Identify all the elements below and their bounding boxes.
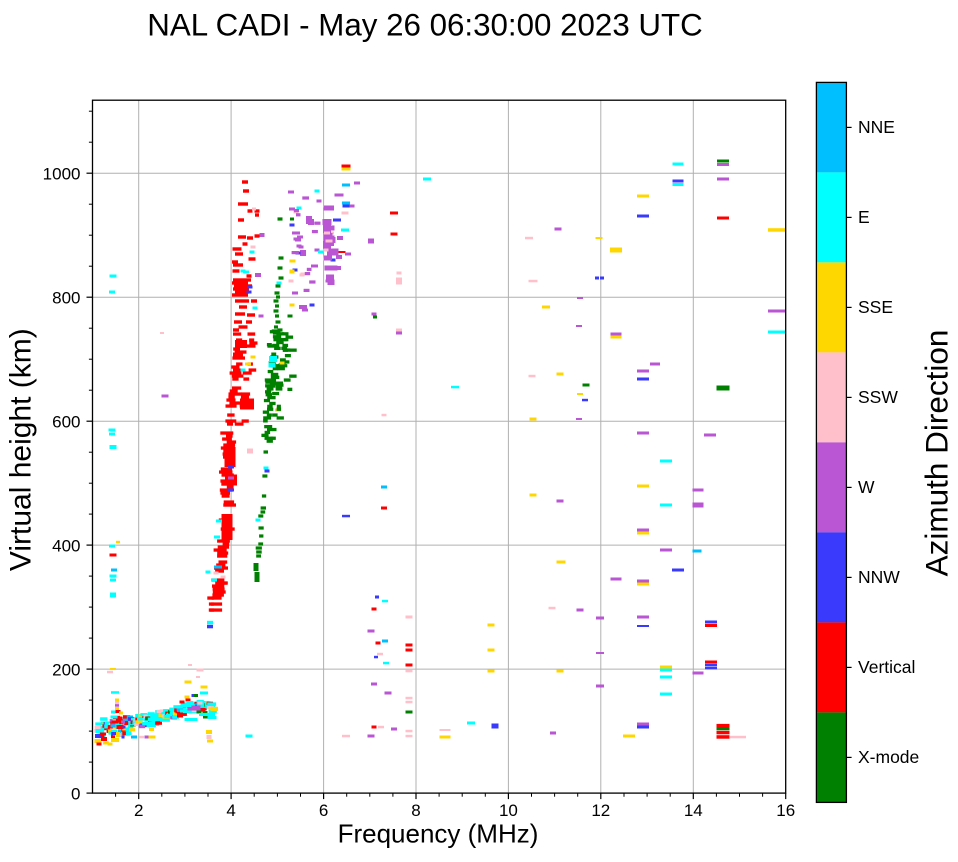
svg-text:10: 10 — [499, 801, 518, 820]
svg-text:6: 6 — [319, 801, 328, 820]
svg-text:14: 14 — [684, 801, 703, 820]
svg-text:Vertical: Vertical — [858, 657, 915, 677]
svg-text:Azimuth Direction: Azimuth Direction — [918, 330, 954, 577]
svg-text:12: 12 — [591, 801, 610, 820]
svg-text:Frequency (MHz): Frequency (MHz) — [338, 818, 539, 848]
svg-text:Virtual height (km): Virtual height (km) — [5, 328, 38, 571]
svg-text:8: 8 — [411, 801, 420, 820]
svg-text:4: 4 — [226, 801, 235, 820]
svg-text:2: 2 — [134, 801, 143, 820]
svg-text:W: W — [858, 477, 875, 497]
svg-text:400: 400 — [52, 536, 80, 555]
svg-text:800: 800 — [52, 289, 80, 308]
svg-text:NNE: NNE — [858, 117, 895, 137]
svg-text:E: E — [858, 207, 870, 227]
svg-text:SSE: SSE — [858, 297, 893, 317]
svg-text:NNW: NNW — [858, 567, 900, 587]
svg-text:16: 16 — [776, 801, 795, 820]
svg-text:600: 600 — [52, 413, 80, 432]
svg-text:SSW: SSW — [858, 387, 898, 407]
svg-text:0: 0 — [71, 784, 80, 803]
svg-text:200: 200 — [52, 660, 80, 679]
svg-text:1000: 1000 — [43, 165, 81, 184]
svg-text:X-mode: X-mode — [858, 747, 919, 767]
svg-text:NAL CADI - May 26 06:30:00 202: NAL CADI - May 26 06:30:00 2023 UTC — [147, 8, 703, 43]
